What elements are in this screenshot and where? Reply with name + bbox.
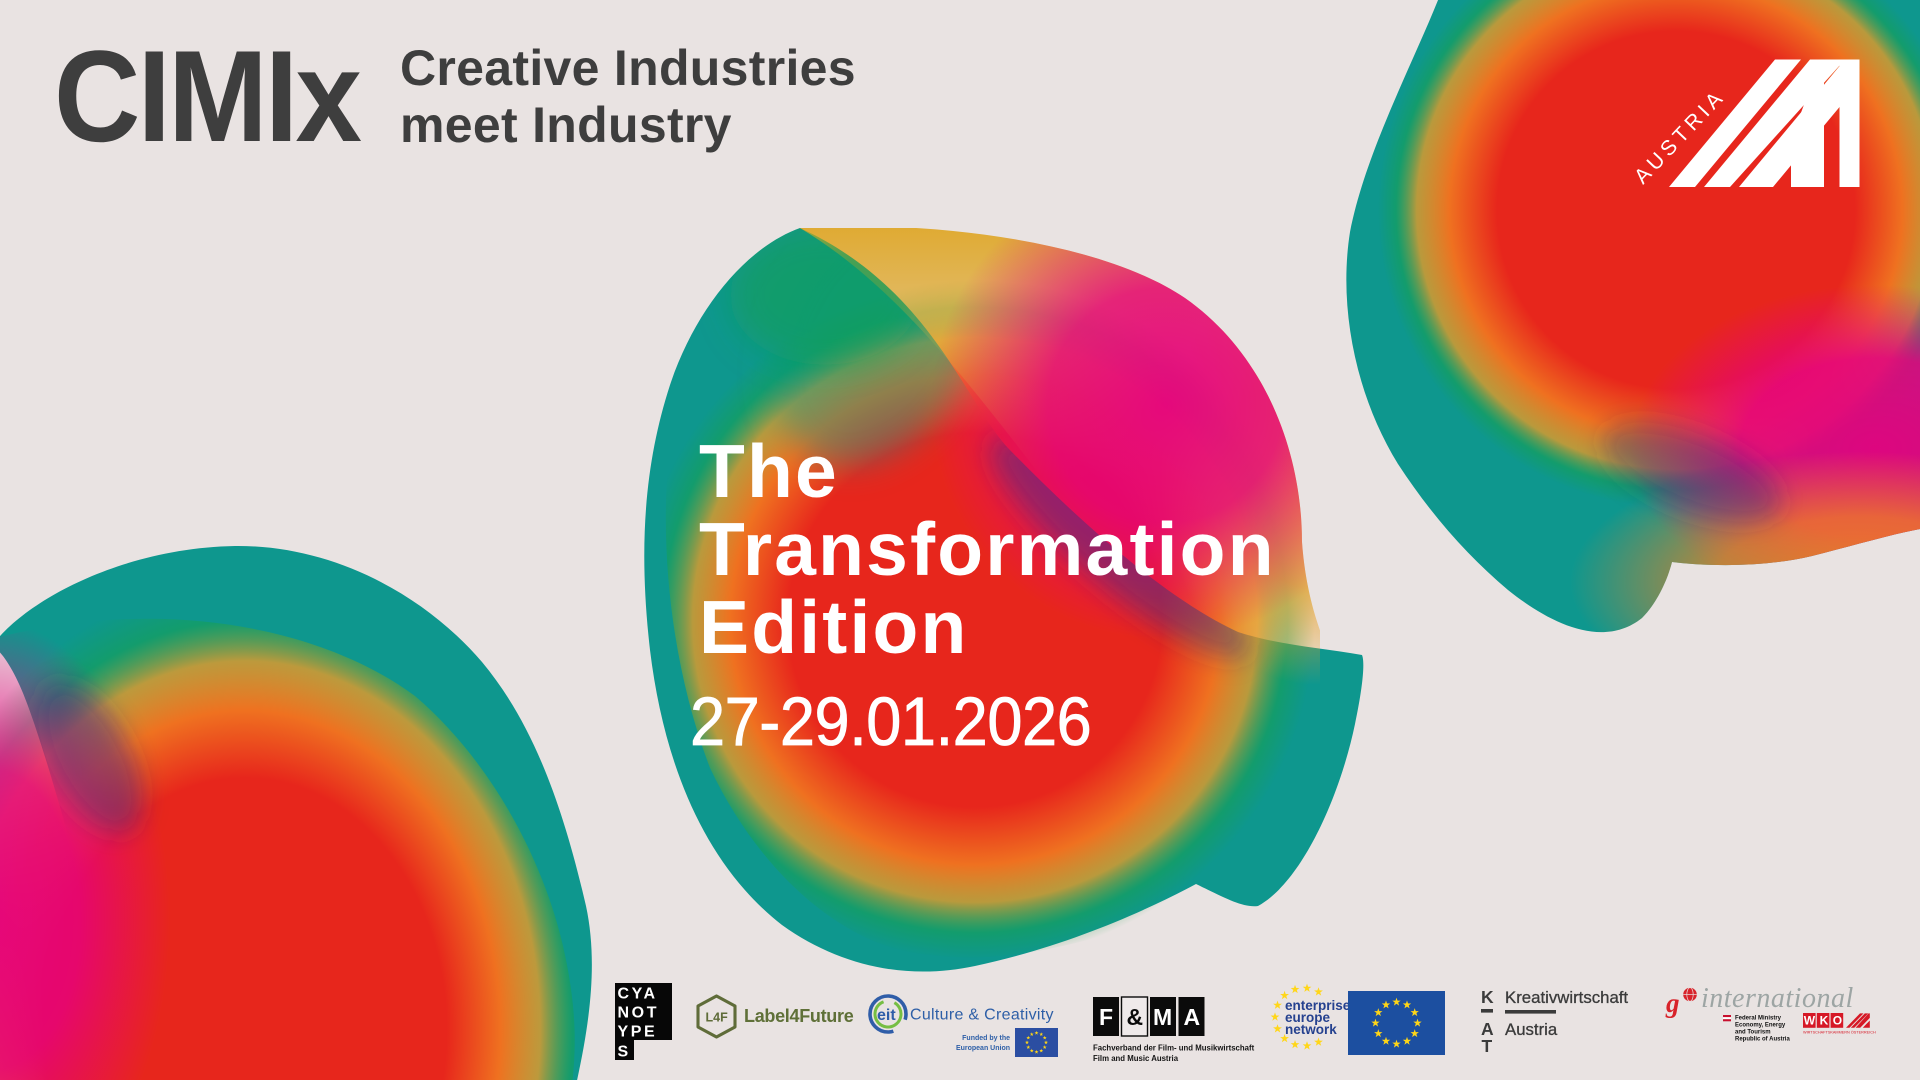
svg-text:international: international: [1701, 983, 1854, 1014]
svg-text:F: F: [1099, 1004, 1113, 1030]
svg-text:Label4Future: Label4Future: [744, 1006, 854, 1026]
svg-text:Economy, Energy: Economy, Energy: [1735, 1023, 1786, 1029]
svg-text:A: A: [1481, 1019, 1494, 1039]
svg-text:European Union: European Union: [956, 1045, 1010, 1052]
svg-text:O: O: [1833, 1014, 1842, 1028]
svg-text:Culture & Creativity: Culture & Creativity: [910, 1007, 1054, 1024]
svg-text:L4F: L4F: [706, 1011, 729, 1025]
svg-text:A: A: [1184, 1004, 1201, 1030]
svg-text:NOT: NOT: [618, 1005, 660, 1022]
svg-text:enterprise: enterprise: [1285, 998, 1351, 1013]
svg-text:CYA: CYA: [618, 986, 658, 1003]
svg-text:K: K: [1481, 987, 1494, 1007]
svg-text:WIRTSCHAFTSKAMMERN ÖSTERREICH: WIRTSCHAFTSKAMMERN ÖSTERREICH: [1803, 1030, 1876, 1034]
svg-text:Federal Ministry: Federal Ministry: [1735, 1016, 1782, 1022]
svg-text:and Tourism: and Tourism: [1735, 1030, 1771, 1036]
svg-text:&: &: [1127, 1004, 1144, 1030]
svg-text:Austria: Austria: [1505, 1020, 1558, 1039]
svg-text:T: T: [1482, 1036, 1493, 1056]
svg-text:M: M: [1153, 1004, 1172, 1030]
svg-text:network: network: [1285, 1022, 1337, 1037]
svg-text:Fachverband der Film- und Musi: Fachverband der Film- und Musikwirtschaf…: [1093, 1044, 1255, 1053]
svg-text:eit: eit: [877, 1007, 896, 1024]
svg-text:europe: europe: [1285, 1010, 1331, 1025]
svg-text:W: W: [1804, 1014, 1816, 1028]
svg-text:YPE: YPE: [618, 1024, 658, 1041]
svg-text:Funded by the: Funded by the: [962, 1035, 1010, 1042]
svg-text:g: g: [1665, 988, 1680, 1018]
svg-text:Film and Music Austria: Film and Music Austria: [1093, 1054, 1179, 1063]
svg-text:S: S: [618, 1044, 631, 1061]
svg-text:K: K: [1820, 1014, 1829, 1028]
svg-text:Kreativwirtschaft: Kreativwirtschaft: [1505, 988, 1628, 1007]
svg-text:Republic of Austria: Republic of Austria: [1735, 1037, 1790, 1043]
